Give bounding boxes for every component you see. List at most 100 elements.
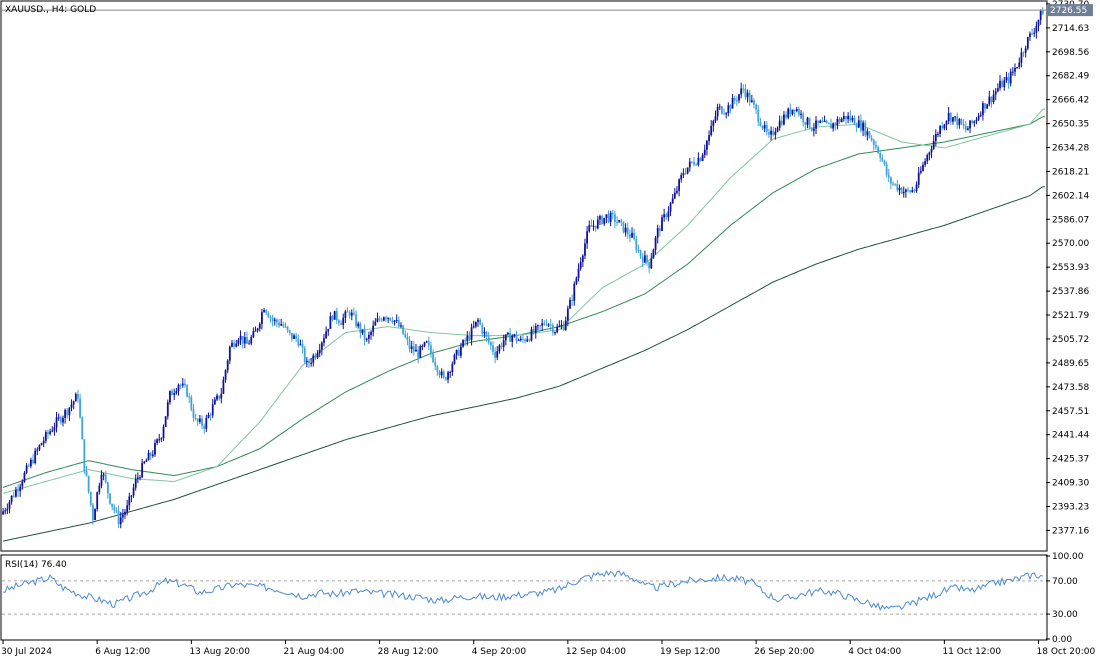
rsi-tick-label: 30.00 (1052, 610, 1078, 620)
candle-bear (338, 319, 340, 326)
candle-bear (83, 439, 86, 475)
candle-bull (261, 308, 263, 330)
candle-bull (738, 93, 740, 104)
candle-bull (440, 368, 443, 379)
price-tick-label: 2457.51 (1052, 407, 1089, 417)
candle-bull (423, 341, 426, 348)
price-panel[interactable] (0, 0, 1048, 552)
price-tick-label: 2393.23 (1052, 502, 1089, 512)
moving-averages (2, 108, 1045, 542)
candle-bull (988, 90, 991, 107)
candle-bear (626, 222, 629, 239)
candle-bull (177, 383, 180, 396)
candle-bull (323, 333, 325, 347)
candle-bull (254, 326, 257, 332)
price-tick-label: 2666.42 (1052, 96, 1089, 106)
candle-bull (1035, 21, 1038, 39)
candle-bear (282, 321, 285, 329)
candle-bull (280, 318, 283, 327)
time-tick-label: 11 Oct 12:00 (942, 647, 1001, 657)
candle-bear (79, 393, 81, 419)
candle-bull (986, 103, 989, 109)
candle-bear (571, 294, 574, 307)
candle-bear (885, 161, 888, 178)
candle-bear (695, 162, 698, 166)
candle-bear (385, 315, 387, 322)
candle-bear (209, 412, 212, 421)
time-tick-label: 18 Oct 20:00 (1037, 647, 1096, 657)
candle-bull (62, 415, 64, 427)
rsi-guide-lines (2, 580, 1046, 615)
candle-bear (468, 331, 471, 342)
candle-bull (502, 334, 505, 352)
candle-bear (723, 108, 725, 115)
candle-bull (795, 106, 798, 113)
candle-bear (892, 181, 894, 186)
candle-bull (350, 309, 353, 321)
candle-bull (981, 101, 984, 121)
candle-bear (408, 336, 411, 353)
candle-bear (487, 331, 490, 345)
candle-bull (273, 317, 276, 326)
candle-bull (15, 486, 17, 498)
candle-bull (299, 339, 302, 346)
candle-bull (847, 112, 850, 124)
candle-bull (98, 482, 101, 495)
symbol: XAUUSD. (5, 5, 46, 15)
candle-bear (1022, 51, 1025, 58)
candle-bear (941, 122, 944, 131)
price-tick-label: 2570.00 (1052, 239, 1089, 249)
candle-bear (964, 121, 967, 133)
candle-bull (498, 343, 501, 354)
candle-bull (222, 376, 225, 395)
rsi-panel[interactable] (0, 554, 1048, 641)
candle-bull (477, 317, 479, 327)
rsi-axis: 100.00 70.00 30.00 0.00 (1046, 552, 1084, 645)
candle-bear (457, 347, 460, 357)
candle-bear (990, 96, 993, 108)
candle-bull (939, 124, 942, 138)
candle-bull (239, 330, 242, 346)
candle-bull (791, 109, 794, 116)
candle-bear (633, 228, 636, 241)
candle-bear (378, 315, 381, 322)
candle-bear (821, 116, 824, 123)
candle-bull (712, 119, 715, 132)
candle-bull (507, 331, 509, 336)
candle-bull (231, 339, 233, 348)
candle-bear (286, 326, 289, 333)
candle-bull (579, 257, 582, 271)
candle-bear (269, 315, 272, 323)
candle-bull (650, 252, 653, 270)
candle-bull (922, 161, 924, 172)
candle-bull (387, 317, 390, 324)
candle-bear (960, 118, 963, 125)
candle-bear (190, 395, 193, 412)
candle-bull (977, 112, 980, 122)
candle-bull (975, 117, 978, 125)
candle-bull (778, 115, 781, 131)
time-tick-label: 12 Sep 04:00 (566, 647, 626, 657)
candle-bear (658, 225, 661, 237)
candle-bull (714, 110, 717, 124)
candle-bear (434, 357, 437, 371)
candle-bear (855, 122, 858, 133)
candle-bull (750, 94, 753, 103)
ma-mid-line (2, 116, 1045, 488)
candle-bear (765, 121, 768, 136)
price-tick-label: 2521.79 (1052, 311, 1089, 321)
candle-bull (158, 433, 161, 443)
candle-bull (947, 107, 950, 125)
candle-bull (706, 139, 708, 156)
candle-bear (87, 475, 90, 494)
candle-bear (271, 314, 274, 327)
candle-bear (353, 307, 355, 316)
candle-bear (412, 341, 415, 356)
candle-bull (213, 396, 216, 405)
candle-bull (320, 341, 323, 356)
candle-bear (406, 332, 409, 346)
candle-bull (676, 186, 678, 195)
candle-bear (355, 310, 357, 329)
